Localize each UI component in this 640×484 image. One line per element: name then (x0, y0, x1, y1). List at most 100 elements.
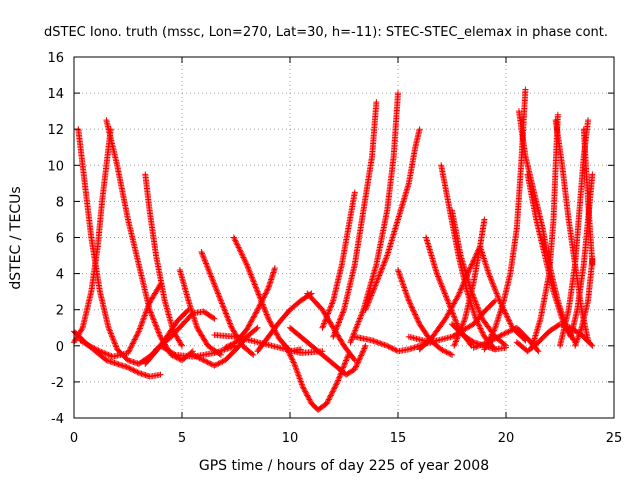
data-point (200, 254, 207, 261)
data-point (288, 355, 295, 362)
data-point (363, 305, 370, 312)
data-series (330, 99, 380, 340)
data-point (371, 283, 378, 290)
data-point (348, 336, 355, 343)
data-point (241, 255, 248, 262)
data-point (240, 254, 247, 261)
data-point (274, 332, 281, 339)
chart-title: dSTEC Iono. truth (mssc, Lon=270, Lat=30… (44, 25, 608, 40)
data-point (386, 344, 393, 351)
data-point (197, 355, 204, 362)
data-point (358, 311, 365, 318)
data-point (296, 375, 303, 382)
data-point (105, 324, 112, 331)
data-point (265, 315, 272, 322)
data-point (416, 126, 423, 133)
data-point (413, 314, 420, 321)
data-point (196, 355, 203, 362)
data-point (327, 392, 334, 399)
data-point (333, 380, 340, 387)
data-point (377, 269, 384, 276)
data-point (292, 363, 299, 370)
data-point (91, 345, 98, 352)
data-point (381, 258, 388, 265)
data-point (86, 342, 93, 349)
data-point (260, 295, 266, 302)
data-point (333, 326, 340, 333)
data-point (357, 353, 364, 360)
data-point (373, 99, 380, 106)
data-point (470, 258, 477, 265)
data-point (325, 397, 332, 404)
x-axis-label: GPS time / hours of day 225 of year 2008 (199, 458, 489, 474)
data-point (155, 328, 162, 335)
data-point (256, 302, 263, 309)
data-point (254, 288, 261, 295)
data-point (375, 275, 382, 282)
data-point (295, 372, 302, 379)
data-point (246, 321, 253, 328)
data-point (354, 321, 361, 328)
data-point (222, 309, 229, 316)
data-point (247, 270, 254, 277)
data-point (226, 319, 233, 326)
y-tick-label: 12 (47, 123, 64, 138)
data-point (202, 259, 209, 266)
data-series (362, 126, 423, 313)
data-point (368, 292, 375, 299)
data-point (294, 368, 301, 375)
data-point (326, 395, 333, 402)
data-point (255, 291, 262, 298)
data-point (224, 314, 231, 321)
data-point (248, 274, 255, 281)
data-point (389, 345, 396, 352)
data-point (99, 349, 106, 356)
data-point (224, 343, 231, 350)
data-point (273, 330, 280, 337)
data-point (342, 358, 349, 365)
data-point (347, 339, 354, 346)
data-point (101, 350, 108, 357)
data-point (358, 351, 365, 358)
data-point (255, 303, 262, 310)
data-point (334, 323, 341, 330)
data-point (251, 281, 258, 288)
data-point (264, 286, 271, 293)
data-point (359, 308, 366, 315)
data-series (287, 324, 369, 378)
data-point (135, 329, 142, 336)
data-point (213, 286, 220, 293)
data-point (156, 330, 163, 337)
data-point (201, 357, 208, 364)
data-point (247, 319, 254, 326)
data-point (199, 356, 206, 363)
data-point (102, 350, 109, 357)
data-point (359, 349, 366, 356)
data-point (286, 349, 293, 356)
data-point (436, 277, 443, 284)
data-point (356, 356, 363, 363)
data-point (371, 285, 378, 292)
data-point (130, 367, 137, 374)
data-point (108, 331, 115, 338)
data-point (456, 290, 463, 297)
data-point (319, 324, 326, 331)
data-point (211, 280, 218, 287)
data-point (384, 342, 391, 349)
data-point (376, 272, 383, 279)
data-point (239, 251, 246, 258)
data-series (77, 281, 164, 360)
x-tick-label: 5 (178, 431, 186, 446)
data-point (112, 342, 119, 349)
data-point (154, 326, 161, 333)
data-point (257, 299, 264, 306)
data-point (441, 289, 448, 296)
data-point (328, 301, 335, 308)
data-point (355, 319, 362, 326)
data-point (302, 389, 309, 396)
data-point (335, 319, 342, 326)
data-point (407, 300, 414, 307)
data-point (326, 306, 333, 313)
data-point (110, 337, 117, 344)
data-point (250, 277, 257, 284)
